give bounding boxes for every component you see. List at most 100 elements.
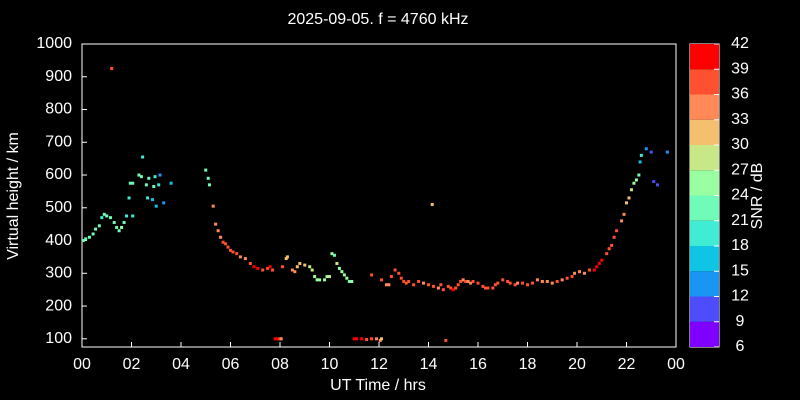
x-tick-label: 00 — [73, 356, 91, 373]
point — [207, 183, 211, 187]
point — [284, 257, 288, 261]
point — [436, 286, 440, 290]
chart-title: 2025-09-05. f = 4760 kHz — [287, 11, 468, 28]
x-tick-label: 00 — [667, 356, 685, 373]
point — [139, 175, 143, 179]
point — [293, 270, 297, 274]
point — [313, 275, 317, 279]
point — [318, 278, 322, 282]
point — [397, 271, 401, 275]
point — [516, 281, 520, 285]
y-axis-label: Virtual height / km — [5, 132, 22, 260]
point — [271, 268, 275, 272]
point — [226, 245, 230, 249]
point — [342, 273, 346, 277]
point — [607, 247, 611, 251]
point — [451, 288, 455, 292]
point — [335, 261, 339, 265]
point — [379, 278, 383, 282]
colorbar-tick-label: 33 — [731, 111, 749, 128]
point — [456, 283, 460, 287]
point — [211, 204, 215, 208]
point — [422, 281, 426, 285]
point — [243, 257, 247, 261]
point — [644, 147, 648, 151]
point — [535, 278, 539, 282]
point — [508, 281, 512, 285]
colorbar-band — [690, 195, 719, 221]
colorbar-band — [690, 69, 719, 95]
point — [565, 276, 569, 280]
point — [427, 283, 430, 287]
x-tick-label: 08 — [271, 356, 289, 373]
point — [110, 67, 114, 71]
x-axis-label: UT Time / hrs — [330, 377, 426, 394]
point — [632, 181, 636, 185]
point — [595, 265, 599, 269]
point — [404, 281, 408, 285]
point — [389, 275, 393, 279]
y-tick-label: 900 — [45, 68, 72, 85]
y-tick-label: 700 — [45, 133, 72, 150]
point — [597, 261, 601, 265]
colorbar-tick-label: 39 — [731, 60, 749, 77]
point — [325, 275, 329, 279]
point — [206, 176, 210, 180]
point — [446, 284, 450, 288]
plot-frame — [81, 43, 677, 348]
colorbar-tick-label: 30 — [731, 136, 749, 153]
point — [238, 255, 242, 259]
point — [328, 275, 331, 279]
point — [491, 286, 495, 290]
point — [506, 279, 510, 283]
point — [315, 278, 319, 282]
point — [587, 268, 591, 272]
point — [412, 283, 416, 287]
x-tick-label: 06 — [222, 356, 240, 373]
x-tick-label: 14 — [420, 356, 438, 373]
point — [652, 180, 656, 184]
point — [560, 278, 564, 282]
colorbar-band — [690, 145, 719, 171]
point — [501, 278, 505, 282]
point — [151, 198, 155, 202]
point — [162, 201, 166, 205]
point — [350, 279, 354, 283]
point — [169, 181, 173, 185]
colorbar-band — [690, 94, 719, 120]
point — [407, 279, 411, 283]
point — [295, 265, 299, 269]
point — [303, 263, 307, 267]
point — [496, 281, 500, 285]
y-tick-label: 500 — [45, 199, 72, 216]
y-tick-label: 600 — [45, 166, 72, 183]
colorbar-band — [690, 271, 719, 297]
point — [431, 284, 435, 288]
point — [393, 268, 397, 272]
point — [610, 243, 614, 247]
colorbar-tick-label: 12 — [731, 288, 749, 305]
point — [513, 283, 517, 287]
point — [102, 212, 106, 216]
point — [620, 219, 624, 223]
point — [454, 286, 458, 290]
y-tick-label: 200 — [45, 297, 72, 314]
point — [84, 237, 88, 241]
point — [625, 201, 628, 205]
point — [252, 265, 256, 269]
x-tick-label: 22 — [618, 356, 636, 373]
point — [545, 279, 549, 283]
point — [629, 188, 633, 192]
point — [146, 196, 150, 200]
point — [131, 181, 135, 185]
point — [298, 261, 302, 265]
point — [464, 279, 468, 283]
colorbar-tick-label: 24 — [731, 187, 749, 204]
y-tick-label: 800 — [45, 101, 72, 118]
point — [540, 279, 544, 283]
colorbar-tick-label: 15 — [731, 262, 749, 279]
point — [87, 235, 91, 239]
point — [417, 279, 421, 283]
point — [444, 338, 448, 342]
